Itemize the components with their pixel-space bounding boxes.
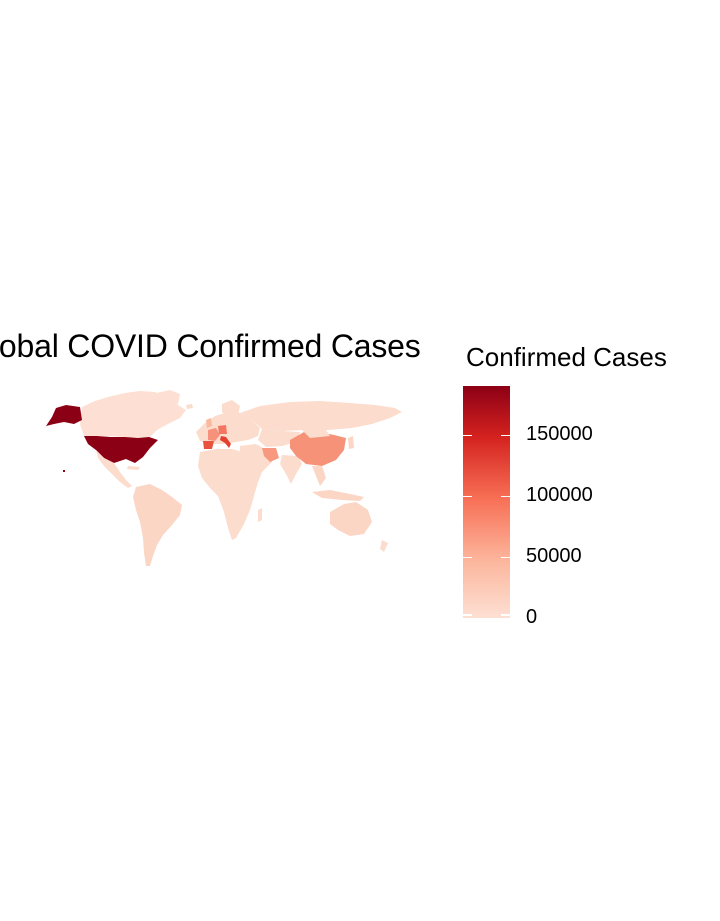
- region-hawaii: [63, 470, 65, 472]
- legend-label: 150000: [526, 422, 593, 445]
- map-title: lobal COVID Confirmed Cases: [0, 328, 421, 364]
- region-madagascar: [258, 508, 262, 522]
- legend-tick: [463, 495, 472, 498]
- legend-label: 50000: [526, 544, 582, 567]
- region-mongolia: [302, 430, 330, 438]
- region-africa: [198, 449, 262, 540]
- legend-label: 100000: [526, 483, 593, 506]
- region-canada: [80, 391, 186, 438]
- region-greenland: [156, 390, 180, 410]
- legend-label: 0: [526, 606, 538, 628]
- legend-tick: [501, 614, 510, 616]
- region-france: [208, 428, 220, 441]
- region-australia: [330, 502, 372, 536]
- region-southeast-asia: [312, 466, 326, 486]
- region-scandinavia: [222, 400, 240, 418]
- legend-colorbar: [463, 386, 510, 618]
- region-central-asia: [258, 429, 300, 447]
- legend-tick: [501, 495, 510, 498]
- region-south-america: [133, 484, 182, 566]
- region-new-zealand: [380, 540, 388, 552]
- region-germany: [218, 425, 227, 434]
- region-india: [280, 455, 302, 484]
- region-indonesia: [312, 490, 364, 501]
- legend-tick: [463, 434, 472, 437]
- region-usa: [84, 436, 158, 463]
- legend-tick: [463, 556, 472, 559]
- region-japan: [348, 436, 354, 449]
- legend-title: Confirmed Cases: [466, 342, 667, 372]
- region-russia: [240, 401, 402, 431]
- region-spain: [203, 441, 214, 449]
- legend-tick: [463, 614, 472, 616]
- region-uk: [206, 418, 212, 428]
- legend-tick: [501, 556, 510, 559]
- land-layer: [46, 390, 402, 566]
- region-italy: [220, 436, 231, 448]
- legend-tick: [501, 434, 510, 437]
- region-cuba: [127, 466, 140, 470]
- region-iceland: [186, 404, 193, 409]
- region-iran: [262, 448, 279, 462]
- region-alaska: [46, 405, 82, 426]
- region-china: [290, 432, 346, 466]
- region-mexico: [96, 450, 132, 488]
